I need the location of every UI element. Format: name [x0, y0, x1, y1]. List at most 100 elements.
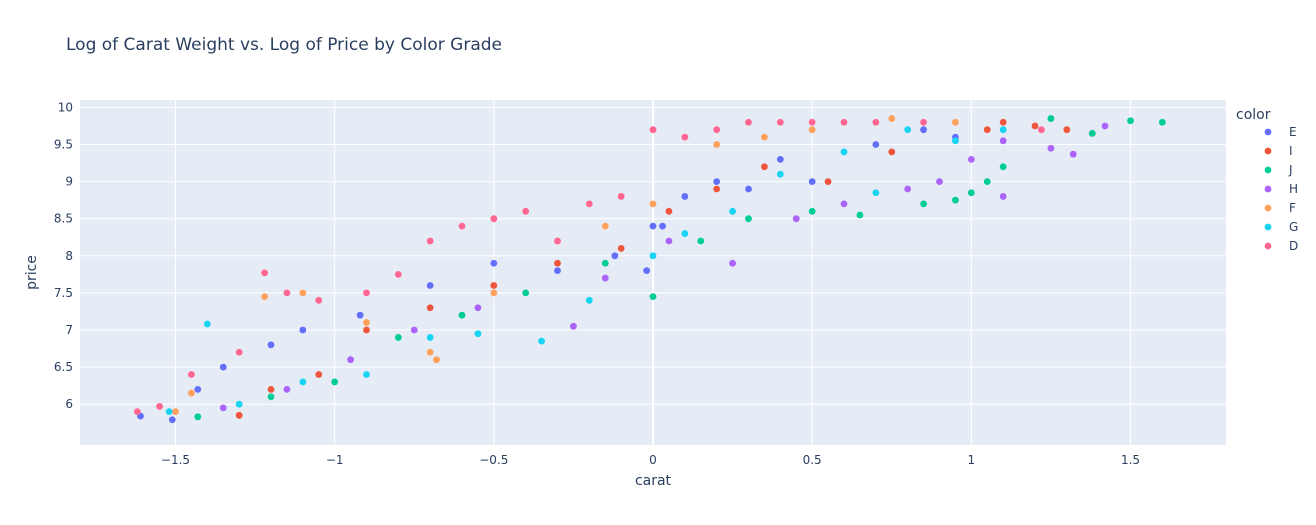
data-point: [267, 393, 275, 401]
data-point: [410, 326, 418, 334]
data-point: [363, 289, 370, 297]
data-point: [490, 282, 498, 289]
data-point: [713, 141, 721, 148]
data-point: [426, 237, 434, 245]
legend-marker: [1264, 128, 1272, 136]
legend-label: E: [1289, 125, 1297, 139]
data-point: [808, 178, 816, 186]
data-point: [776, 155, 784, 163]
data-point: [872, 118, 880, 126]
data-point: [904, 126, 912, 134]
data-point: [299, 378, 307, 386]
data-point: [665, 207, 673, 215]
data-point: [967, 189, 975, 197]
y-tick-label: 10: [58, 100, 73, 114]
data-point: [872, 189, 880, 197]
data-point: [681, 133, 689, 141]
series-I: [235, 118, 1096, 419]
y-axis-title: price: [24, 255, 40, 290]
legend-item-J[interactable]: J: [1264, 163, 1293, 177]
data-point: [235, 411, 243, 419]
data-point: [856, 211, 864, 219]
legend-item-H[interactable]: H: [1264, 182, 1298, 196]
data-point: [356, 311, 364, 319]
data-point: [840, 200, 848, 208]
data-point: [1047, 144, 1055, 152]
y-axis-ticks: 6 6.5 7 7.5 8 8.5 9 9.5 10: [54, 100, 73, 411]
y-tick-label: 8: [65, 249, 73, 263]
data-point: [474, 304, 482, 312]
data-point: [952, 196, 959, 204]
legend-marker: [1264, 242, 1272, 250]
legend-label: D: [1289, 239, 1298, 253]
data-point: [283, 289, 291, 297]
x-tick-label: 1: [968, 453, 976, 467]
y-tick-label: 6: [65, 397, 73, 411]
data-point: [808, 118, 816, 126]
data-point: [554, 267, 561, 275]
data-point: [554, 259, 561, 267]
data-point: [219, 363, 227, 371]
data-point: [681, 193, 689, 200]
legend-item-I[interactable]: I: [1264, 144, 1293, 158]
data-point: [776, 170, 784, 178]
data-point: [490, 215, 498, 223]
data-point: [347, 356, 354, 364]
x-tick-label: 1.5: [1121, 453, 1140, 467]
data-point: [490, 259, 498, 267]
data-point: [363, 319, 370, 326]
data-point: [649, 222, 657, 230]
data-point: [617, 244, 625, 252]
data-point: [659, 222, 666, 230]
series-J: [194, 115, 1166, 421]
legend-marker: [1264, 223, 1272, 231]
data-point: [1047, 115, 1055, 122]
data-point: [999, 137, 1007, 145]
data-point: [888, 148, 896, 156]
data-point: [426, 282, 434, 289]
data-point: [745, 118, 752, 126]
data-point: [617, 193, 625, 200]
legend-item-G[interactable]: G: [1264, 220, 1299, 234]
y-tick-label: 8.5: [54, 212, 73, 226]
data-point: [952, 118, 959, 126]
data-point: [999, 163, 1007, 171]
x-tick-label: −1: [326, 453, 344, 467]
data-point: [267, 341, 275, 349]
legend-item-D[interactable]: D: [1264, 239, 1299, 253]
series-F: [172, 115, 959, 416]
data-point: [840, 118, 848, 126]
data-point: [283, 385, 291, 393]
data-point: [133, 408, 141, 416]
legend-label: J: [1288, 163, 1293, 177]
y-tick-label: 9.5: [54, 138, 73, 152]
data-point: [611, 252, 619, 260]
data-point: [458, 311, 466, 319]
legend-title: color: [1236, 107, 1271, 123]
data-point: [433, 356, 440, 364]
data-point: [936, 178, 943, 186]
y-tick-label: 7.5: [54, 286, 73, 300]
legend-item-E[interactable]: E: [1264, 125, 1297, 139]
legend-marker: [1264, 147, 1272, 155]
data-point: [776, 118, 784, 126]
data-point: [235, 348, 243, 356]
legend-label: F: [1289, 201, 1296, 215]
data-point: [331, 378, 339, 386]
data-point: [1063, 126, 1071, 134]
data-point: [729, 259, 736, 267]
data-point: [194, 413, 202, 421]
data-point: [1031, 122, 1039, 130]
data-point: [808, 126, 816, 134]
data-point: [1101, 122, 1109, 130]
data-point: [601, 274, 609, 282]
data-point: [188, 371, 195, 378]
data-point: [235, 400, 243, 408]
data-point: [1127, 117, 1134, 125]
data-point: [713, 185, 721, 193]
data-point: [649, 293, 657, 301]
legend-item-F[interactable]: F: [1264, 201, 1296, 215]
data-point: [920, 126, 927, 134]
